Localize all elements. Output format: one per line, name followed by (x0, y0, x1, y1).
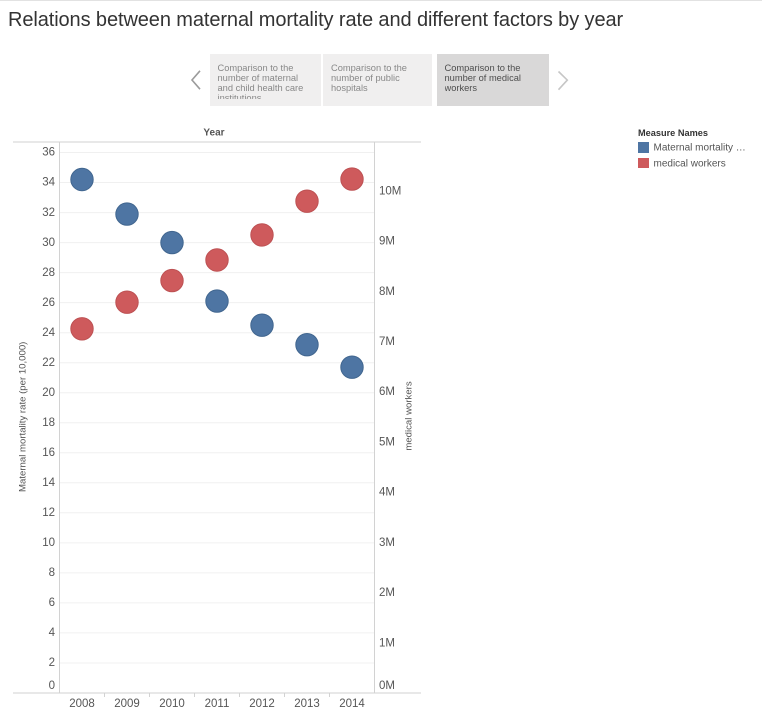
svg-text:6: 6 (49, 597, 55, 609)
svg-text:2: 2 (49, 657, 55, 669)
svg-text:10: 10 (42, 537, 55, 549)
svg-text:30: 30 (42, 237, 55, 249)
svg-text:3M: 3M (379, 537, 395, 549)
svg-text:medical workers: medical workers (404, 381, 415, 451)
svg-text:2011: 2011 (205, 698, 230, 710)
svg-text:9M: 9M (379, 236, 395, 248)
svg-text:8M: 8M (379, 286, 395, 298)
svg-text:28: 28 (42, 267, 55, 279)
svg-text:16: 16 (42, 447, 55, 459)
svg-text:4M: 4M (379, 487, 395, 499)
svg-text:2009: 2009 (114, 698, 140, 710)
svg-text:34: 34 (42, 177, 55, 189)
svg-text:10M: 10M (379, 185, 401, 197)
svg-text:12: 12 (42, 507, 55, 519)
svg-text:Year: Year (203, 128, 224, 139)
svg-text:26: 26 (42, 297, 55, 309)
svg-text:18: 18 (42, 417, 55, 429)
svg-text:22: 22 (42, 357, 55, 369)
svg-text:20: 20 (42, 387, 55, 399)
svg-text:32: 32 (42, 207, 55, 219)
svg-text:1M: 1M (379, 637, 395, 649)
svg-text:2M: 2M (379, 587, 395, 599)
svg-text:2012: 2012 (249, 698, 275, 710)
svg-text:36: 36 (42, 147, 55, 159)
svg-text:6M: 6M (379, 386, 395, 398)
svg-text:2010: 2010 (159, 698, 185, 710)
svg-text:8: 8 (49, 567, 55, 579)
svg-text:2014: 2014 (339, 698, 365, 710)
svg-text:0: 0 (49, 680, 55, 692)
svg-text:Maternal mortality rate (per 1: Maternal mortality rate (per 10,000) (18, 342, 29, 492)
svg-text:2008: 2008 (69, 698, 95, 710)
svg-text:0M: 0M (379, 680, 395, 692)
svg-text:4: 4 (49, 627, 56, 639)
svg-text:2013: 2013 (294, 698, 320, 710)
svg-text:5M: 5M (379, 437, 395, 449)
svg-text:24: 24 (42, 327, 55, 339)
svg-text:7M: 7M (379, 336, 395, 348)
svg-text:14: 14 (42, 477, 55, 489)
